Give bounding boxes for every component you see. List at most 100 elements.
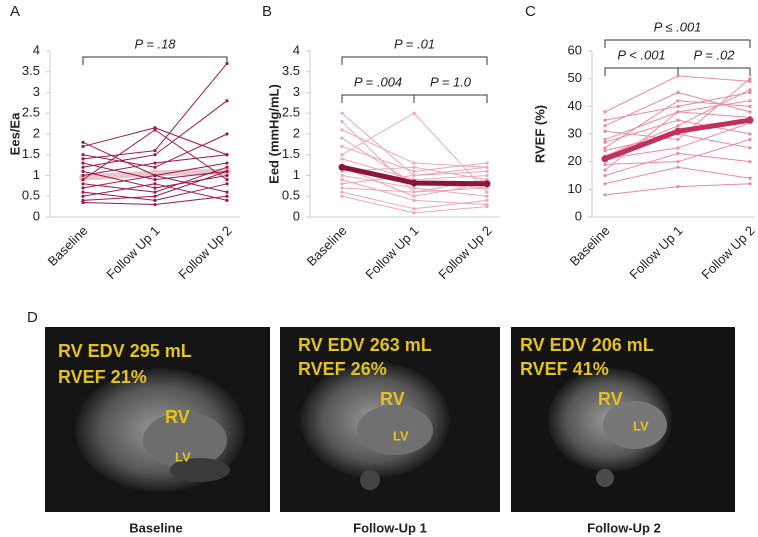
- point: [225, 99, 229, 103]
- panel-label: D: [27, 309, 38, 326]
- point: [676, 184, 680, 189]
- panel-label: A: [10, 3, 20, 20]
- point: [81, 140, 85, 144]
- y-tick-label: 2.5: [22, 105, 40, 120]
- y-tick-label: 0.5: [22, 188, 40, 203]
- x-tick-label: Follow Up 1: [103, 223, 162, 282]
- y-tick-label: 60: [568, 42, 582, 57]
- y-tick-label: 2: [293, 125, 300, 140]
- point: [485, 198, 489, 202]
- annotation: P = .02: [693, 47, 735, 62]
- annotation: P = .004: [354, 74, 402, 89]
- point: [153, 190, 157, 194]
- caption: Baseline: [129, 520, 182, 535]
- point: [412, 211, 416, 215]
- point: [676, 165, 680, 169]
- bracket: [677, 67, 751, 76]
- point: [153, 153, 157, 157]
- y-tick-label: 2: [33, 125, 40, 140]
- point: [748, 176, 752, 180]
- x-tick-label: Follow Up 1: [362, 223, 421, 282]
- point: [153, 173, 157, 178]
- point: [485, 161, 489, 165]
- y-axis-label: Eed (mmHg/mL): [266, 84, 281, 184]
- point: [81, 153, 85, 157]
- y-tick-label: 4: [33, 42, 40, 57]
- point: [748, 146, 752, 150]
- point: [225, 173, 229, 178]
- y-tick-label: 30: [568, 125, 582, 140]
- point: [748, 79, 752, 84]
- point: [676, 74, 680, 78]
- point: [674, 127, 682, 135]
- point: [225, 161, 229, 165]
- y-tick-label: 0: [293, 208, 300, 223]
- point: [412, 186, 416, 190]
- y-tick-label: 3.5: [282, 63, 300, 78]
- mri-text: RV EDV 206 mL: [520, 335, 654, 355]
- annotation: P < .001: [617, 47, 665, 62]
- point: [81, 161, 85, 165]
- point: [153, 165, 157, 169]
- point: [485, 165, 489, 169]
- point: [412, 190, 416, 194]
- point: [676, 146, 680, 150]
- point: [81, 169, 85, 173]
- x-tick-label: Baseline: [567, 223, 613, 269]
- point: [603, 146, 607, 150]
- point: [225, 190, 229, 194]
- point: [81, 200, 85, 205]
- y-tick-label: 10: [568, 181, 582, 196]
- mri-image: [45, 327, 270, 512]
- point: [340, 173, 344, 178]
- point: [225, 182, 229, 186]
- mri-image: [280, 327, 500, 512]
- point: [748, 99, 752, 103]
- bracket: [341, 94, 415, 103]
- point: [603, 140, 607, 144]
- point: [603, 168, 607, 172]
- point: [412, 111, 416, 115]
- point: [225, 165, 229, 169]
- y-tick-label: 1.5: [282, 146, 300, 161]
- point: [603, 124, 607, 128]
- point: [603, 149, 607, 153]
- mri-image: [511, 327, 735, 512]
- point: [153, 202, 157, 207]
- y-tick-label: 50: [568, 70, 582, 85]
- lv-label: LV: [175, 449, 191, 464]
- point: [153, 161, 157, 165]
- point: [676, 104, 680, 108]
- point: [340, 136, 344, 140]
- point: [412, 207, 416, 211]
- annotation: P ≤ .001: [654, 19, 702, 34]
- point: [676, 137, 680, 142]
- mri-text: RVEF 41%: [520, 359, 609, 379]
- point: [603, 110, 607, 114]
- point: [748, 88, 752, 92]
- y-tick-label: 0: [575, 208, 582, 223]
- mri-text: RVEF 21%: [58, 367, 147, 387]
- y-tick-label: 0: [33, 208, 40, 223]
- lv-label: LV: [633, 418, 649, 433]
- point: [340, 182, 344, 186]
- point: [225, 198, 229, 202]
- point: [153, 194, 157, 198]
- x-tick-label: Follow Up 2: [175, 223, 234, 282]
- point: [340, 157, 344, 161]
- point: [81, 182, 85, 186]
- rv-label: RV: [165, 407, 190, 427]
- point: [603, 118, 607, 122]
- x-tick-label: Follow Up 1: [626, 223, 685, 282]
- annotation: P = 1.0: [430, 74, 472, 89]
- point: [340, 153, 344, 157]
- point: [340, 119, 344, 124]
- series-line: [341, 195, 488, 214]
- rv-label: RV: [598, 389, 623, 409]
- point: [748, 132, 752, 136]
- point: [153, 178, 157, 182]
- y-tick-label: 1: [33, 167, 40, 182]
- panel-label: B: [262, 3, 272, 20]
- bracket: [341, 56, 488, 65]
- y-axis-label: Ees/Ea: [7, 112, 22, 155]
